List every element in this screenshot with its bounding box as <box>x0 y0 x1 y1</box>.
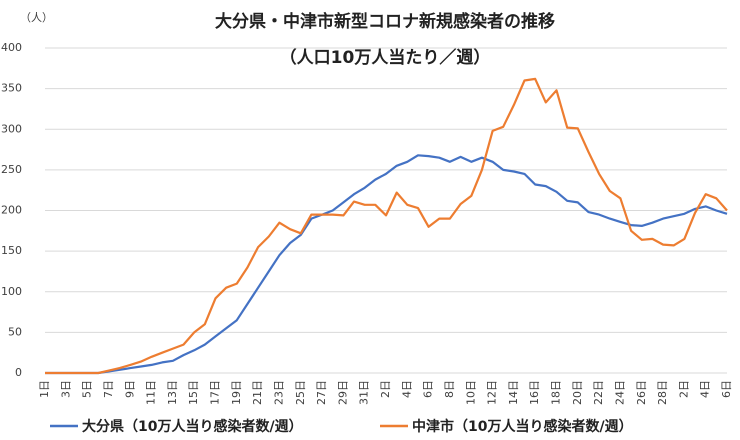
x-tick-label: 8日 <box>443 380 456 398</box>
x-tick-label: 15日 <box>187 380 200 405</box>
x-tick-label: 23日 <box>272 380 285 405</box>
legend-label: 大分県（10万人当り感染者数/週） <box>82 418 303 435</box>
y-tick-label: 100 <box>1 285 22 298</box>
x-tick-label: 27日 <box>315 380 328 405</box>
x-tick-label: 18日 <box>550 380 563 405</box>
y-tick-label: 400 <box>1 41 22 54</box>
x-tick-label: 31日 <box>358 380 371 405</box>
y-tick-label: 350 <box>1 82 22 95</box>
chart-title: 大分県・中津市新型コロナ新規感染者の推移 <box>215 11 555 32</box>
y-tick-label: 250 <box>1 163 22 176</box>
legend-label: 中津市（10万人当り感染者数/週） <box>412 418 633 435</box>
x-tick-label: 26日 <box>635 380 648 405</box>
x-tick-label: 20日 <box>571 380 584 405</box>
x-tick-label: 10日 <box>464 380 477 405</box>
chart-subtitle: （人口10万人当たり／週） <box>280 47 491 68</box>
x-tick-label: 1日 <box>38 380 51 398</box>
x-tick-label: 22日 <box>592 380 605 405</box>
x-tick-label: 25日 <box>294 380 307 405</box>
x-tick-label: 12日 <box>486 380 499 405</box>
y-tick-label: 200 <box>1 204 22 217</box>
y-tick-label: 150 <box>1 244 22 257</box>
y-tick-label: 50 <box>8 325 22 338</box>
x-tick-label: 4日 <box>400 380 413 398</box>
x-tick-label: 21日 <box>251 380 264 405</box>
x-tick-label: 24日 <box>613 380 626 405</box>
x-tick-label: 9日 <box>123 380 136 398</box>
x-tick-label: 28日 <box>656 380 669 405</box>
y-tick-label: 0 <box>15 366 22 379</box>
x-tick-label: 5日 <box>81 380 94 398</box>
x-tick-label: 11日 <box>145 380 158 405</box>
line-series <box>45 154 728 375</box>
x-tick-label: 7日 <box>102 380 115 398</box>
x-tick-label: 2日 <box>379 380 392 398</box>
y-axis-unit: （人） <box>20 11 53 24</box>
x-tick-label: 17日 <box>209 380 222 405</box>
x-tick-label: 2日 <box>677 380 690 398</box>
x-tick-label: 29日 <box>336 380 349 405</box>
x-tick-label: 13日 <box>166 380 179 405</box>
x-tick-label: 16日 <box>528 380 541 405</box>
line-series <box>45 77 728 375</box>
x-tick-label: 3日 <box>59 380 72 398</box>
x-tick-label: 4日 <box>699 380 712 398</box>
x-tick-label: 6日 <box>720 380 733 398</box>
x-tick-label: 19日 <box>230 380 243 405</box>
x-tick-label: 14日 <box>507 380 520 405</box>
y-tick-label: 300 <box>1 122 22 135</box>
x-tick-label: 6日 <box>422 380 435 398</box>
